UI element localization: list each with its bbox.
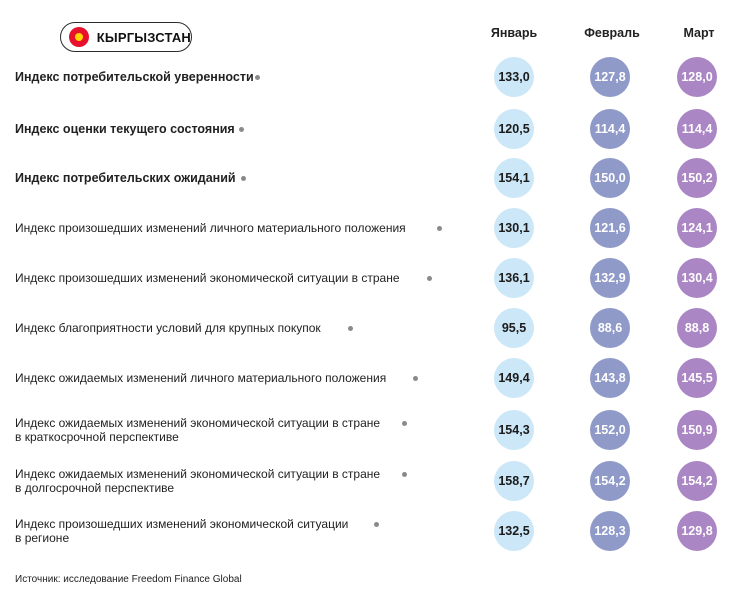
value-bubble-january: 158,7 [494,461,534,501]
kyrgyzstan-flag-icon [69,27,89,47]
value-bubble-march: 124,1 [677,208,717,248]
column-header-february: Февраль [584,26,640,40]
value-bubble-january: 132,5 [494,511,534,551]
row-label: Индекс оценки текущего состояния [15,122,235,136]
value-bubble-january: 130,1 [494,208,534,248]
leader-dot [402,421,407,426]
row-label: Индекс произошедших изменений экономичес… [15,517,349,545]
value-bubble-february: 88,6 [590,308,630,348]
value-bubble-march: 150,9 [677,410,717,450]
value-bubble-january: 154,3 [494,410,534,450]
row-label: Индекс произошедших изменений личного ма… [15,221,406,235]
value-bubble-march: 114,4 [677,109,717,149]
row-label: Индекс потребительской уверенности [15,70,254,84]
value-bubble-february: 152,0 [590,410,630,450]
leader-dot [413,376,418,381]
value-bubble-march: 130,4 [677,258,717,298]
value-bubble-january: 149,4 [494,358,534,398]
leader-dot [348,326,353,331]
value-bubble-march: 150,2 [677,158,717,198]
row-label: Индекс ожидаемых изменений экономической… [15,467,381,495]
value-bubble-february: 150,0 [590,158,630,198]
value-bubble-january: 95,5 [494,308,534,348]
leader-dot [427,276,432,281]
row-label: Индекс ожидаемых изменений личного матер… [15,371,387,385]
value-bubble-january: 133,0 [494,57,534,97]
value-bubble-march: 129,8 [677,511,717,551]
row-label: Индекс ожидаемых изменений экономической… [15,416,381,444]
row-label: Индекс произошедших изменений экономичес… [15,271,400,285]
value-bubble-march: 88,8 [677,308,717,348]
value-bubble-february: 114,4 [590,109,630,149]
country-badge: КЫРГЫЗСТАН [60,22,192,52]
row-label: Индекс потребительских ожиданий [15,171,236,185]
value-bubble-march: 154,2 [677,461,717,501]
leader-dot [239,127,244,132]
value-bubble-march: 128,0 [677,57,717,97]
value-bubble-february: 128,3 [590,511,630,551]
leader-dot [402,472,407,477]
leader-dot [241,176,246,181]
source-note: Источник: исследование Freedom Finance G… [15,574,242,585]
value-bubble-february: 127,8 [590,57,630,97]
country-name: КЫРГЫЗСТАН [96,29,191,45]
value-bubble-february: 121,6 [590,208,630,248]
value-bubble-march: 145,5 [677,358,717,398]
column-header-january: Январь [490,26,538,40]
leader-dot [255,75,260,80]
value-bubble-february: 154,2 [590,461,630,501]
value-bubble-january: 120,5 [494,109,534,149]
column-header-march: Март [683,26,715,40]
value-bubble-january: 136,1 [494,258,534,298]
value-bubble-february: 132,9 [590,258,630,298]
leader-dot [374,522,379,527]
row-label: Индекс благоприятности условий для крупн… [15,321,321,335]
leader-dot [437,226,442,231]
value-bubble-january: 154,1 [494,158,534,198]
value-bubble-february: 143,8 [590,358,630,398]
